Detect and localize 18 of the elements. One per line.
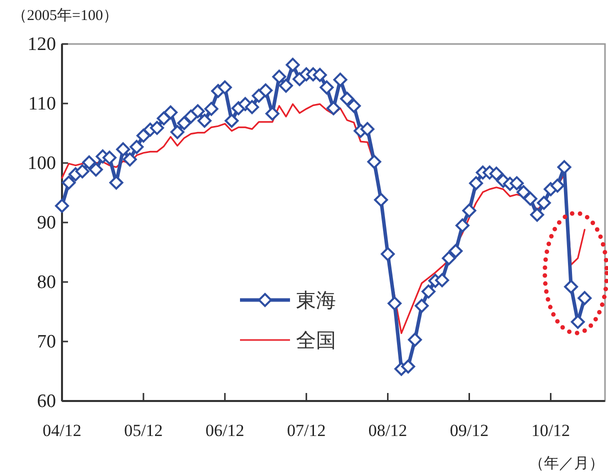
x-tick-label: 04/12 bbox=[42, 421, 82, 440]
y-tick-label: 80 bbox=[37, 272, 56, 293]
y-axis-title: （2005年=100） bbox=[12, 7, 118, 24]
x-tick-label: 05/12 bbox=[124, 421, 163, 440]
x-tick-label: 09/12 bbox=[450, 421, 489, 440]
y-tick-label: 90 bbox=[37, 212, 56, 234]
y-tick-label: 100 bbox=[28, 153, 56, 174]
y-tick-label: 120 bbox=[28, 34, 56, 55]
y-tick-label: 70 bbox=[37, 332, 56, 352]
x-axis-title: （年／月） bbox=[529, 455, 604, 472]
legend-label: 全国 bbox=[296, 330, 336, 352]
x-tick-label: 08/12 bbox=[368, 421, 408, 440]
y-tick-label: 110 bbox=[28, 94, 56, 114]
x-tick-label: 10/12 bbox=[531, 421, 570, 440]
legend-label: 東海 bbox=[296, 290, 336, 312]
x-tick-label: 06/12 bbox=[206, 421, 244, 440]
x-tick-label: 07/12 bbox=[286, 421, 326, 440]
y-tick-label: 60 bbox=[37, 391, 56, 412]
